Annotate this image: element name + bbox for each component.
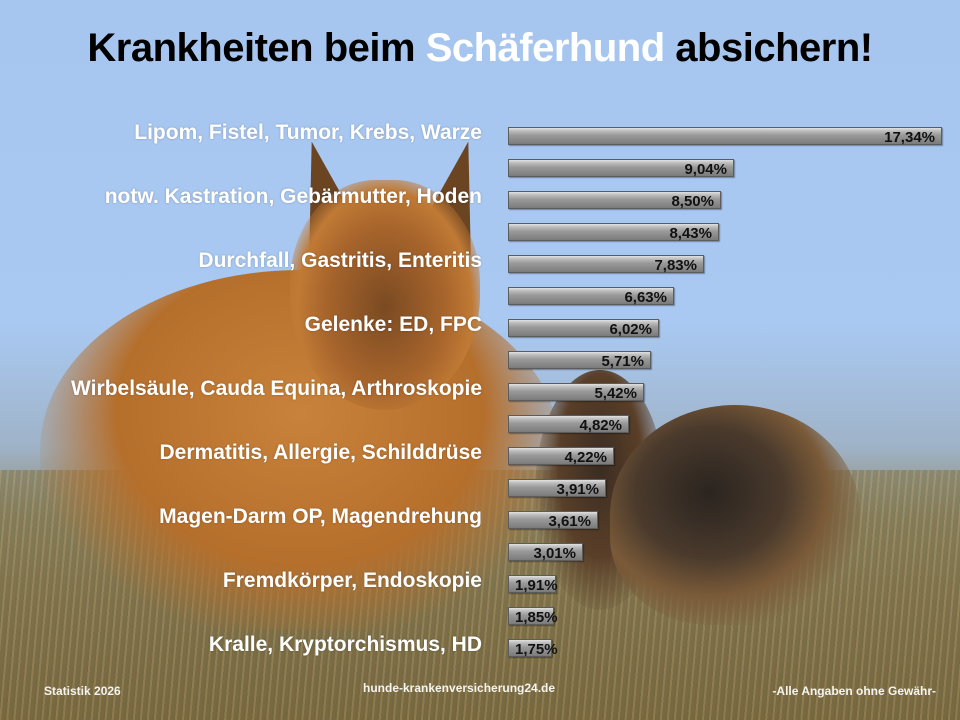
bar: 1,75% — [508, 639, 558, 658]
bar-value: 1,85% — [515, 609, 558, 626]
row-label: Kralle, Kryptorchismus, HD — [208, 633, 482, 656]
bar-value: 1,91% — [515, 577, 558, 594]
footer-website: hunde-krankenversicherung24.de — [363, 681, 556, 695]
bar: 5,42% — [508, 383, 644, 402]
title-part-2: absichern! — [664, 26, 873, 70]
bar: 8,43% — [508, 223, 719, 242]
bar-value: 3,01% — [533, 545, 576, 562]
chart-row: 4,82% — [0, 413, 960, 437]
chart-row: 1,85% — [0, 605, 960, 629]
chart-row: Wirbelsäule, Cauda Equina, Arthroskopie … — [0, 377, 960, 405]
chart-row: Magen-Darm OP, Magendrehung 3,61% — [0, 505, 960, 533]
bar: 4,22% — [508, 447, 614, 466]
title-highlight: Schäferhund — [425, 26, 665, 70]
bar-value: 3,91% — [556, 481, 599, 498]
puppy-image-2 — [610, 405, 860, 625]
footer-statistik-year: Statistik 2026 — [44, 684, 121, 698]
bar-value: 8,43% — [669, 225, 712, 242]
bar-value: 3,61% — [548, 513, 591, 530]
chart-row: 5,71% — [0, 349, 960, 373]
row-label: notw. Kastration, Gebärmutter, Hoden — [104, 185, 482, 208]
bar-value: 4,82% — [579, 417, 622, 434]
chart-row: Fremdkörper, Endoskopie 1,91% — [0, 569, 960, 597]
bar: 9,04% — [508, 159, 734, 178]
shepherd-dog-head — [290, 180, 480, 410]
bar: 17,34% — [508, 127, 942, 146]
chart-row: Kralle, Kryptorchismus, HD 1,75% — [0, 633, 960, 661]
row-label: Dermatitis, Allergie, Schilddrüse — [159, 441, 483, 464]
bar-value: 8,50% — [671, 193, 714, 210]
chart-row: notw. Kastration, Gebärmutter, Hoden 8,5… — [0, 185, 960, 213]
footer-disclaimer: -Alle Angaben ohne Gewähr- — [772, 684, 936, 698]
bar: 6,63% — [508, 287, 674, 306]
row-label: Magen-Darm OP, Magendrehung — [159, 505, 482, 528]
chart-row: 3,91% — [0, 477, 960, 501]
bar: 6,02% — [508, 319, 659, 338]
chart-row: Lipom, Fistel, Tumor, Krebs, Warze 17,34… — [0, 121, 960, 149]
bar-value: 6,02% — [609, 321, 652, 338]
chart-row: 9,04% — [0, 157, 960, 181]
bar: 1,85% — [508, 607, 558, 626]
bar: 5,71% — [508, 351, 651, 370]
row-label: Wirbelsäule, Cauda Equina, Arthroskopie — [71, 377, 482, 400]
bar-value: 4,22% — [564, 449, 607, 466]
bar: 4,82% — [508, 415, 629, 434]
row-label: Lipom, Fistel, Tumor, Krebs, Warze — [134, 121, 482, 144]
chart-row: 3,01% — [0, 541, 960, 565]
chart-row: Durchfall, Gastritis, Enteritis 7,83% — [0, 249, 960, 277]
chart-row: 6,63% — [0, 285, 960, 309]
bar: 3,91% — [508, 479, 606, 498]
chart-row: 8,43% — [0, 221, 960, 245]
bar-value: 9,04% — [684, 161, 727, 178]
title-part-1: Krankheiten beim — [87, 26, 426, 70]
bar-value: 17,34% — [884, 129, 935, 146]
row-label: Fremdkörper, Endoskopie — [222, 569, 482, 592]
bar-value: 6,63% — [624, 289, 667, 306]
bar-value: 5,42% — [594, 385, 637, 402]
chart-row: Gelenke: ED, FPC 6,02% — [0, 313, 960, 341]
bar-value: 5,71% — [601, 353, 644, 370]
row-label: Durchfall, Gastritis, Enteritis — [198, 249, 482, 272]
bar: 3,61% — [508, 511, 598, 530]
bar: 7,83% — [508, 255, 704, 274]
bar-value: 7,83% — [654, 257, 697, 274]
chart-row: Dermatitis, Allergie, Schilddrüse 4,22% — [0, 441, 960, 469]
row-label: Gelenke: ED, FPC — [304, 313, 482, 336]
bar: 8,50% — [508, 191, 721, 210]
bar: 3,01% — [508, 543, 583, 562]
page-title: Krankheiten beim Schäferhund absichern! — [0, 26, 960, 71]
bar: 1,91% — [508, 575, 558, 594]
bar-value: 1,75% — [515, 641, 558, 658]
